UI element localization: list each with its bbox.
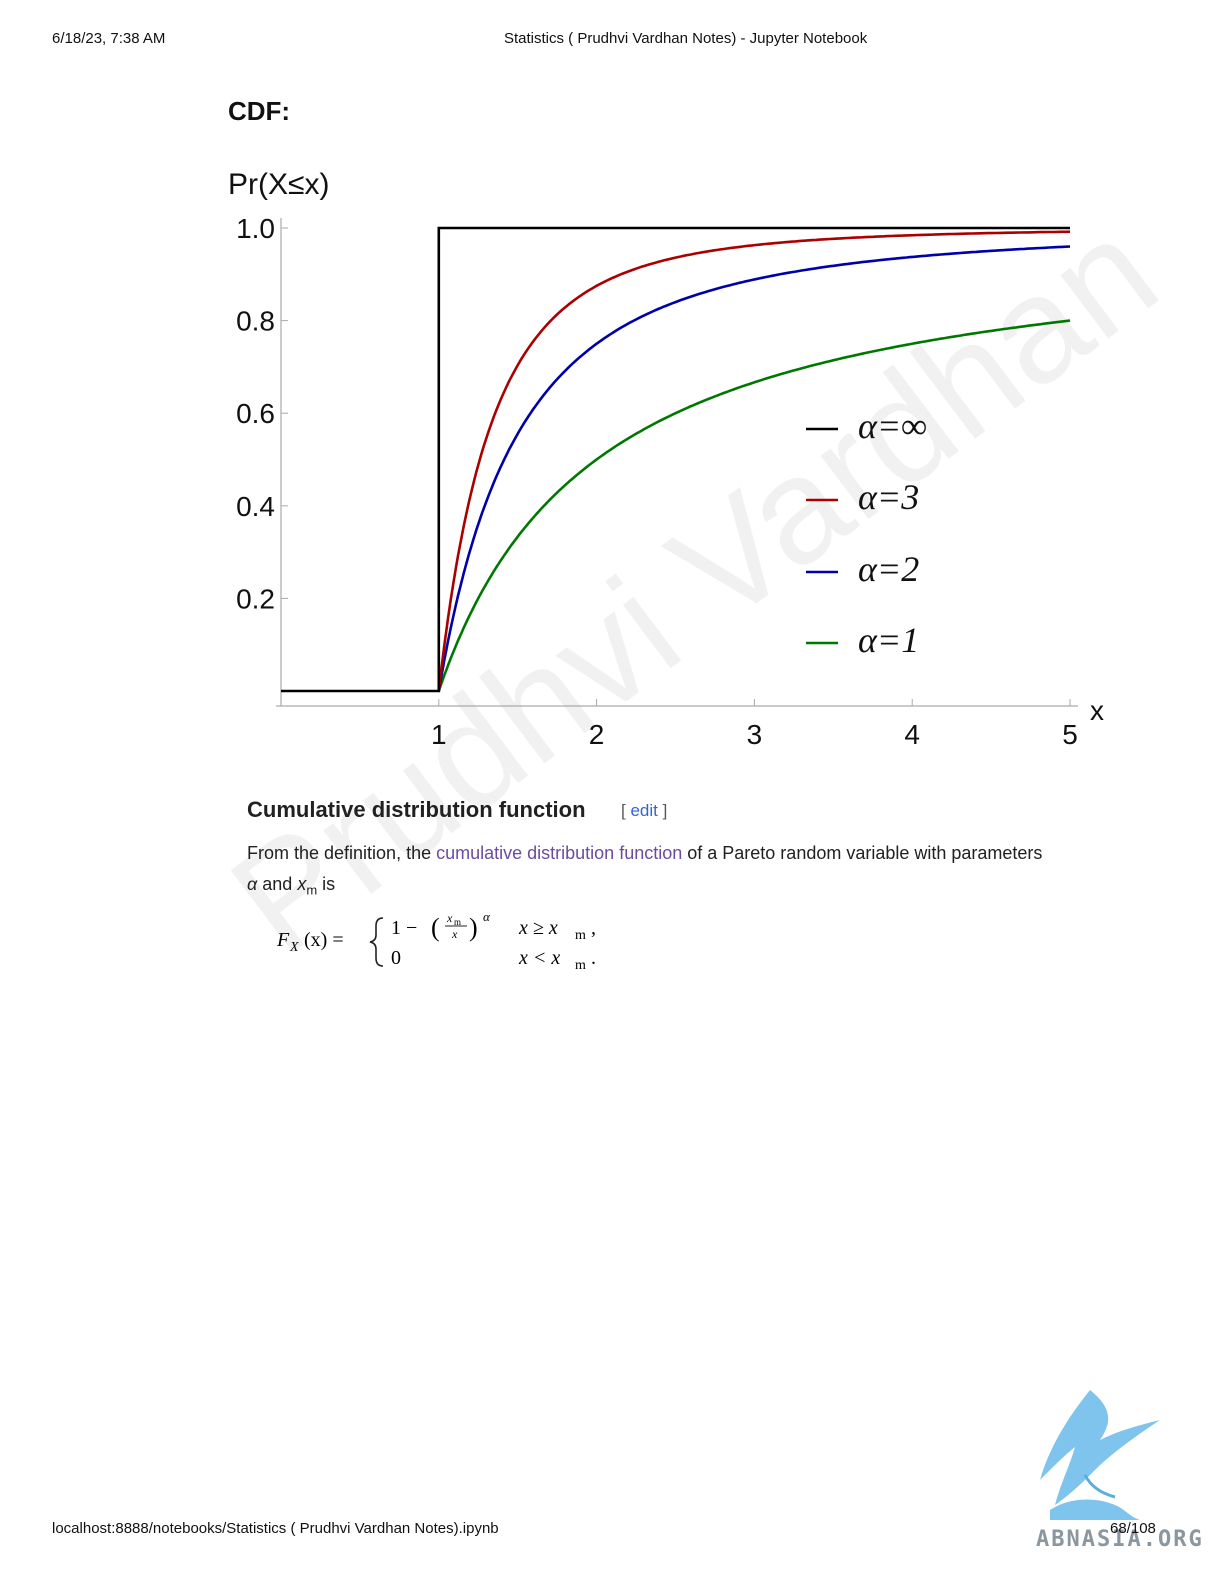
abnasia-logo [1040,1390,1160,1520]
cdf-wiki-link[interactable]: cumulative distribution function [436,843,683,863]
legend-label: α=3 [858,477,919,517]
svg-text:m: m [575,928,586,943]
edit-link-label[interactable]: edit [630,801,658,820]
logo-text: ABNASIA.ORG [1036,1527,1204,1552]
svg-text:X: X [289,940,299,955]
svg-text:x: x [446,911,453,925]
cdf-heading: CDF: [228,96,291,126]
x-axis-label: x [1090,695,1104,726]
print-date: 6/18/23, 7:38 AM [52,30,166,47]
svg-text:0: 0 [391,947,401,969]
x-tick-label: 3 [747,719,763,750]
y-axis-label: Pr(X≤x) [228,168,329,201]
section-title: Cumulative distribution function [247,797,586,822]
y-tick-label: 0.8 [236,306,275,337]
page-number: 68/108 [1110,1520,1156,1537]
svg-text:α: α [483,909,491,924]
series-line [437,319,1071,692]
svg-text:,: , [591,917,596,939]
svg-text:(x) =: (x) = [304,929,344,951]
svg-text:m: m [454,917,461,927]
y-tick-label: 0.6 [236,398,275,429]
cdf-formula: F X (x) = 1 − ( x m x ) α x ≥ x m , 0 x … [276,909,596,973]
svg-text:F: F [276,929,290,951]
page-url: localhost:8888/notebooks/Statistics ( Pr… [52,1520,499,1537]
x-tick-label: 4 [904,719,920,750]
x-tick-label: 2 [589,719,605,750]
legend-label: α=1 [858,620,919,660]
y-tick-label: 0.2 [236,583,275,614]
cdf-chart: 0.2 0.4 0.6 0.8 1.0 1 2 3 4 5 Pr(X≤x) x α=∞ α=3 α=2 α=1 [228,168,1104,750]
series-line [437,245,1071,692]
document-title: Statistics ( Prudhvi Vardhan Notes) - Ju… [504,30,868,47]
definition-paragraph: From the definition, the cumulative dist… [247,843,1043,863]
definition-paragraph-cont: α and xm is [247,874,336,898]
svg-text:m: m [575,958,586,973]
svg-text:.: . [591,947,596,969]
svg-text:): ) [469,913,478,942]
svg-text:1 −: 1 − [391,917,417,939]
series-line [437,230,1071,692]
series-line [281,226,1070,693]
x-tick-label: 1 [431,719,447,750]
y-tick-label: 0.4 [236,491,275,522]
y-tick-label: 1.0 [236,213,275,244]
svg-text:(: ( [431,913,440,942]
svg-text:x: x [451,927,458,941]
svg-text:x ≥ x: x ≥ x [518,917,558,939]
svg-text:x < x: x < x [518,947,560,969]
legend-label: α=2 [858,549,919,589]
edit-link[interactable]: [ edit ] [621,801,668,820]
legend-label: α=∞ [858,406,927,446]
x-tick-label: 5 [1062,719,1078,750]
